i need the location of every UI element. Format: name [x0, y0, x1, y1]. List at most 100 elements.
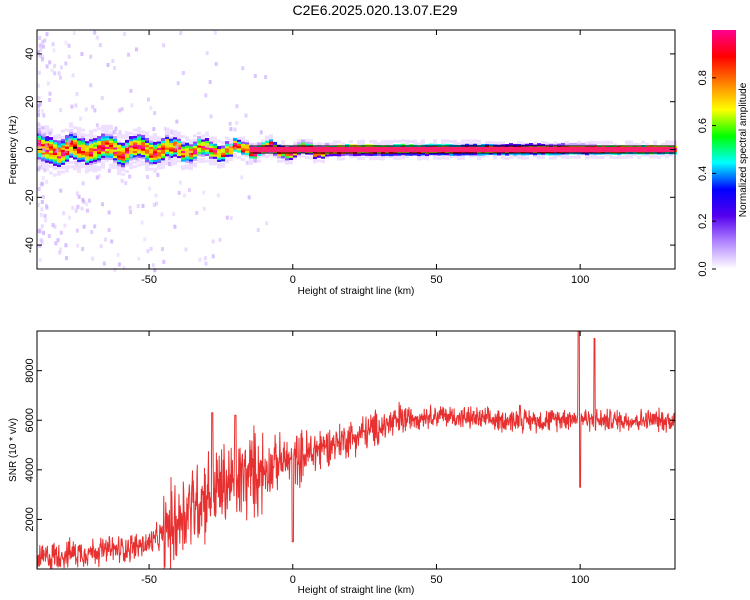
spectrogram-cell — [441, 139, 445, 143]
spectrogram-cell — [57, 170, 61, 174]
spectrogram-speck — [106, 62, 110, 67]
spectrogram-cell — [157, 149, 161, 153]
spectrogram-cell — [341, 150, 345, 154]
spectrogram-cell — [157, 162, 161, 166]
spectrogram-speck — [128, 174, 132, 179]
spectrogram-cell — [545, 143, 549, 147]
spectrogram-cell — [77, 167, 81, 171]
spectrogram-cell — [237, 138, 241, 142]
spectrogram-cell — [637, 145, 641, 149]
spectrogram-cell — [117, 154, 121, 158]
spectrogram-cell — [105, 137, 109, 141]
colorbar-tick-label: 0.6 — [697, 118, 709, 133]
spectrogram-cell — [105, 124, 109, 128]
spectrogram-speck — [81, 181, 85, 186]
spectrogram-cell — [137, 131, 141, 135]
spectrogram-cell — [109, 152, 113, 156]
spectrogram-cell — [385, 142, 389, 146]
spectrogram-cell — [53, 158, 57, 162]
spectrogram-cell — [101, 163, 105, 167]
spectrogram-speck — [253, 158, 257, 163]
spectrogram-speck — [104, 237, 108, 242]
spectrogram-cell — [221, 158, 225, 162]
spectrogram-speck — [130, 103, 134, 108]
spectrogram-cell — [69, 148, 73, 152]
spectrogram-cell — [169, 148, 173, 152]
spectrogram-speck — [143, 237, 147, 242]
spectrogram-speck — [151, 263, 155, 268]
spectrogram-cell — [109, 133, 113, 137]
spectrogram-cell — [477, 152, 481, 156]
spectrogram-cell — [93, 152, 97, 156]
spectrogram-speck — [120, 107, 124, 112]
spectrogram-cell — [257, 153, 261, 157]
spectrogram-speck — [54, 241, 58, 246]
spectrogram-cell — [421, 156, 425, 160]
spectrogram-cell — [213, 147, 217, 151]
spectrogram-cell — [177, 155, 181, 159]
spectrogram-cell — [553, 152, 557, 156]
spectrogram-cell — [53, 164, 57, 168]
snr-series-line — [36, 330, 676, 569]
spectrogram-cell — [441, 156, 445, 160]
spectrogram-cell — [37, 134, 41, 138]
spectrogram-cell — [521, 141, 525, 145]
spectrogram-cell — [205, 150, 209, 154]
colorbar-tick-label: 0.4 — [697, 166, 709, 181]
spectrogram-speck — [245, 160, 249, 165]
spectrogram-cell — [201, 142, 205, 146]
spectrogram-y-axis-label: Frequency (Hz) — [8, 116, 19, 185]
spectrogram-cell — [173, 151, 177, 155]
spectrogram-speck — [204, 93, 208, 98]
spectrogram-speck — [107, 227, 111, 232]
spectrogram-cell — [349, 150, 353, 154]
spectrogram-speck — [40, 240, 44, 245]
spectrogram-cell — [541, 156, 545, 160]
spectrogram-speck — [64, 149, 68, 154]
spectrogram-cell — [93, 154, 97, 158]
spectrogram-cell — [137, 142, 141, 146]
spectrogram-cell — [157, 140, 161, 144]
spectrogram-cell — [197, 151, 201, 155]
spectrogram-cell — [241, 138, 245, 142]
spectrogram-cell — [305, 138, 309, 142]
spectrogram-cell — [453, 139, 457, 143]
spectrogram-cell — [369, 157, 373, 161]
spectrogram-cell — [381, 142, 385, 146]
spectrogram-cell — [349, 153, 353, 157]
spectrogram-cell — [105, 141, 109, 145]
spectrogram-cell — [585, 152, 589, 156]
spectrogram-cell — [593, 153, 597, 157]
spectrogram-cell — [197, 159, 201, 163]
spectrogram-cell — [233, 146, 237, 150]
spectrogram-cell — [513, 143, 517, 147]
spectrogram-cell — [157, 138, 161, 142]
spectrogram-cell — [161, 140, 165, 144]
spectrogram-cell — [213, 153, 217, 157]
spectrogram-cell — [245, 143, 249, 147]
spectrogram-cell — [197, 153, 201, 157]
spectrogram-speck — [95, 123, 99, 128]
spectrogram-speck — [90, 230, 94, 235]
spectrogram-cell — [213, 160, 217, 164]
spectrogram-cell — [217, 163, 221, 167]
spectrogram-cell — [329, 142, 333, 146]
spectrogram-cell — [153, 169, 157, 173]
spectrogram-cell — [85, 138, 89, 142]
spectrogram-cell — [561, 145, 565, 149]
spectrogram-speck — [43, 168, 47, 173]
spectrogram-cell — [97, 135, 101, 139]
spectrogram-cell — [73, 154, 77, 158]
spectrogram-cell — [441, 143, 445, 147]
spectrogram-cell — [593, 143, 597, 147]
spectrogram-cell — [37, 167, 41, 171]
spectrogram-cell — [153, 143, 157, 147]
spectrogram-cell — [169, 157, 173, 161]
spectrogram-cell — [57, 172, 61, 176]
spectrogram-cell — [325, 142, 329, 146]
spectrogram-cell — [77, 133, 81, 137]
snr-panel: -50 0 50 100 2000 4000 6000 8000 Height of str… — [8, 330, 676, 596]
spectrogram-speck — [53, 224, 57, 229]
spectrogram-cell — [125, 139, 129, 143]
spectrogram-cells — [37, 30, 677, 273]
